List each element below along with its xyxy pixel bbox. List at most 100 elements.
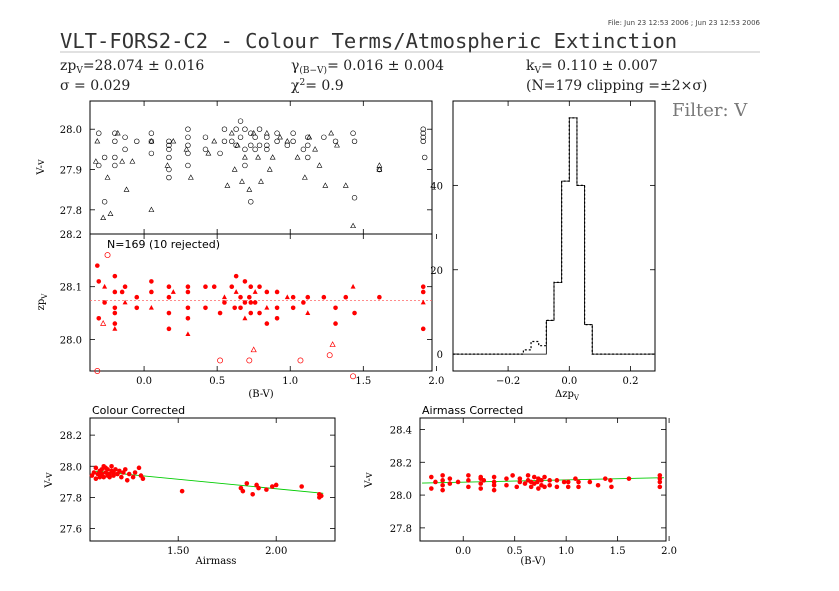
top-circle-point (96, 162, 102, 169)
airmass-corrected-point (447, 481, 453, 486)
zp-kept-point (134, 305, 140, 311)
airmass-corrected-frame (419, 417, 667, 542)
histogram-panel: ΔzpV 0 20 40 −0.2 0.0 0.2 (430, 100, 656, 402)
colour-corrected-point (93, 465, 99, 471)
top-triangle-point (306, 134, 313, 140)
top-circle-point (112, 138, 118, 145)
svg-text:zpV=28.074 ± 0.016: zpV=28.074 ± 0.016 (60, 58, 204, 76)
zp-kept-point (420, 299, 426, 305)
top-circle-point (166, 146, 172, 153)
zp-kept-point (248, 310, 254, 316)
airmass-corrected-point (433, 479, 438, 485)
airmass-corrected-x-tick-label: 0.0 (455, 546, 471, 557)
zp-rejected-point (329, 341, 336, 347)
top-triangle-point (350, 222, 356, 229)
top-circle-point (252, 134, 258, 140)
histogram-xlabel-sub: V (573, 394, 580, 402)
colour-corrected-point (91, 470, 97, 475)
top-triangle-point (250, 130, 257, 136)
colour-corrected-point (105, 467, 110, 472)
airmass-corrected-point (602, 476, 608, 481)
airmass-corrected-point (561, 479, 567, 485)
zp-scatter-panel: N=169 (10 rejected) zpV (B-V) 28.0 28.1 28… (36, 230, 444, 400)
zp-kept-point (420, 284, 426, 289)
zp-kept-point (185, 316, 191, 321)
histogram-xlabel: ΔzpV (555, 389, 580, 402)
zp-ylabel-sub: V (41, 293, 49, 300)
hist-x-tick-label: 0.2 (623, 376, 639, 387)
top-triangle-point (239, 178, 245, 184)
zp-rejected-point (217, 357, 224, 364)
file-stamp: File: Jun 23 12:53 2006 ; Jun 23 12:53 2… (608, 19, 761, 27)
top-circle-point (185, 126, 191, 132)
zp-value: =28.074 ± 0.016 (83, 58, 205, 74)
top-triangle-point (123, 186, 130, 192)
top-y-tick-label: 27.8 (60, 206, 82, 217)
colour-corrected-point (122, 467, 128, 472)
zp-kept-point (102, 300, 107, 305)
hist-x-tick-label: −0.2 (496, 376, 520, 387)
zp-kept-point (185, 289, 191, 295)
zp-kept-point (95, 263, 100, 268)
airmass-corrected-point (491, 482, 497, 488)
airmass-corrected-point (547, 478, 552, 483)
airmass-corrected-point (440, 482, 445, 488)
top-triangle-point (119, 158, 126, 164)
top-circle-point (264, 142, 270, 149)
top-triangle-point (164, 162, 171, 168)
top-circle-point (185, 134, 191, 140)
top-circle-point (420, 126, 426, 132)
zp-kept-point (420, 326, 426, 332)
top-circle-point (242, 126, 248, 132)
airmass-corrected-point (429, 486, 434, 491)
top-triangle-point (205, 150, 212, 156)
top-circle-point (112, 154, 118, 161)
top-circle-point (321, 134, 327, 140)
svg-text:γ(B−V)= 0.016 ± 0.004: γ(B−V)= 0.016 ± 0.004 (291, 58, 444, 76)
zp-rejected-point (297, 357, 304, 364)
zp-kept-point (242, 300, 248, 305)
zp-kept-point (222, 300, 227, 305)
top-triangle-point (170, 138, 177, 144)
top-circle-point (350, 130, 356, 136)
airmass-corrected-point (626, 476, 632, 481)
svg-text:kV= 0.110 ± 0.007: kV= 0.110 ± 0.007 (526, 58, 658, 76)
airmass-corrected-point (517, 476, 523, 481)
zp-kept-point (166, 310, 172, 316)
top-circle-point (420, 130, 426, 136)
airmass-corrected-point (609, 484, 614, 490)
airmass-corrected-point (608, 478, 613, 483)
zp-kept-point (264, 289, 270, 295)
top-circle-point (305, 134, 311, 140)
airmass-corrected-point (447, 476, 453, 481)
zp-kept-point (112, 310, 118, 316)
zp-y-tick-label: 28.2 (60, 230, 82, 241)
top-triangle-point (242, 154, 248, 160)
gamma-value: = 0.016 ± 0.004 (327, 58, 444, 74)
top-circle-point (96, 130, 102, 136)
top-circle-point (185, 142, 191, 149)
airmass-corrected-y-tick-label: 28.0 (390, 491, 412, 502)
airmass-corrected-y-tick-label: 28.2 (390, 458, 412, 469)
hist-y-tick-label: 20 (430, 266, 443, 277)
top-circle-point (237, 118, 244, 124)
zp-kept-point (122, 299, 128, 305)
airmass-corrected-point (440, 478, 445, 483)
zp-kept-point (148, 304, 154, 310)
zp-kept-point (185, 331, 191, 337)
top-circle-point (252, 146, 258, 153)
zp-kept-point (96, 279, 102, 284)
airmass-corrected-point (657, 473, 663, 478)
zp-rejected-point (350, 373, 357, 380)
top-circle-point (217, 150, 223, 157)
zp-kept-point (377, 294, 382, 300)
zp-kept-point (102, 283, 108, 289)
zp-kept-point (203, 305, 208, 311)
gamma-readout: γ(B−V)= 0.016 ± 0.004 (291, 58, 444, 76)
zp-kept-point (211, 284, 217, 289)
top-triangle-point (92, 158, 99, 164)
colour-corrected-point (107, 474, 112, 480)
airmass-corrected-point (510, 473, 515, 478)
zp-kept-point (238, 294, 243, 300)
